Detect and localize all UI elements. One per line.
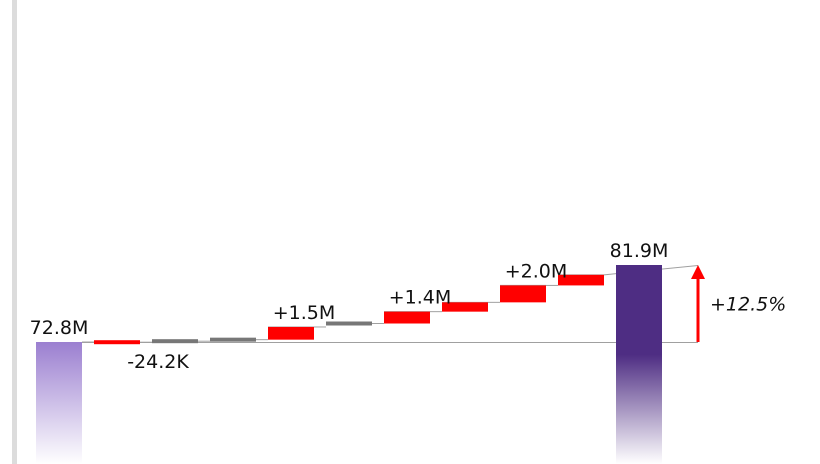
- step-bar: [326, 321, 372, 326]
- arrow-up-icon: [691, 265, 705, 279]
- step-bar: [500, 285, 546, 303]
- step-bar: [558, 274, 604, 286]
- step-bar: [268, 326, 314, 340]
- step-value-label: +1.5M: [273, 302, 336, 324]
- left-border: [12, 0, 17, 464]
- bars: [36, 265, 662, 464]
- start-bar: [36, 342, 82, 464]
- step-value-label: +2.0M: [505, 260, 568, 282]
- change-percent-label: +12.5%: [710, 294, 786, 316]
- step-bar: [152, 339, 198, 344]
- step-bar: [384, 311, 430, 324]
- data-labels: 72.8M -24.2K +1.5M +1.4M +2.0M 81.9M: [30, 240, 669, 373]
- end-value-label: 81.9M: [610, 240, 669, 262]
- step-bar: [210, 337, 256, 342]
- end-bar: [616, 265, 662, 464]
- change-indicator: +12.5%: [691, 265, 786, 342]
- step-value-label: -24.2K: [127, 351, 189, 373]
- step-bar: [442, 302, 488, 312]
- start-value-label: 72.8M: [30, 317, 89, 339]
- step-value-label: +1.4M: [389, 287, 452, 309]
- step-bar: [94, 340, 140, 345]
